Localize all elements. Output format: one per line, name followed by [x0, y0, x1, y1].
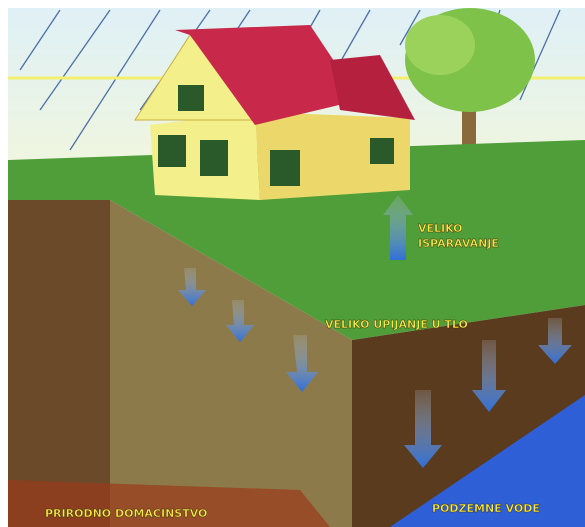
grass [8, 140, 585, 340]
groundwater-area [390, 395, 585, 527]
house [134, 25, 415, 200]
soil-left [8, 200, 110, 527]
tree [405, 8, 535, 160]
groundwater-label: PODZEMNE VODE [432, 502, 540, 515]
household-label: PRIRODNO DOMACINSTVO [45, 507, 207, 520]
arrows [178, 195, 572, 468]
infiltration-label: VELIKO UPIJANJE U TLO [325, 318, 468, 331]
evaporation-label: VELIKO [418, 222, 463, 235]
evaporation-label: ISPARAVANJE [418, 237, 499, 250]
soil-pit [110, 200, 352, 527]
soil-dark [8, 480, 330, 527]
